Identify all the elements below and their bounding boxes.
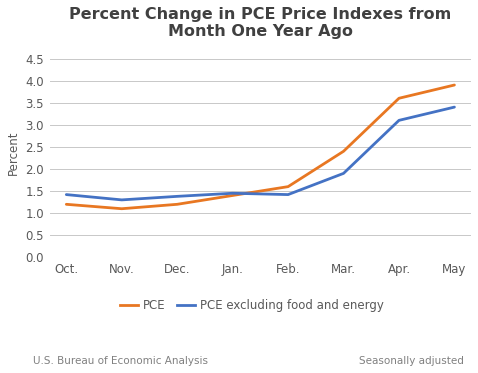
Legend: PCE, PCE excluding food and energy: PCE, PCE excluding food and energy xyxy=(116,295,388,317)
Y-axis label: Percent: Percent xyxy=(7,130,20,175)
Text: U.S. Bureau of Economic Analysis: U.S. Bureau of Economic Analysis xyxy=(33,355,208,366)
Text: Seasonally adjusted: Seasonally adjusted xyxy=(359,355,464,366)
Title: Percent Change in PCE Price Indexes from
Month One Year Ago: Percent Change in PCE Price Indexes from… xyxy=(69,7,452,39)
